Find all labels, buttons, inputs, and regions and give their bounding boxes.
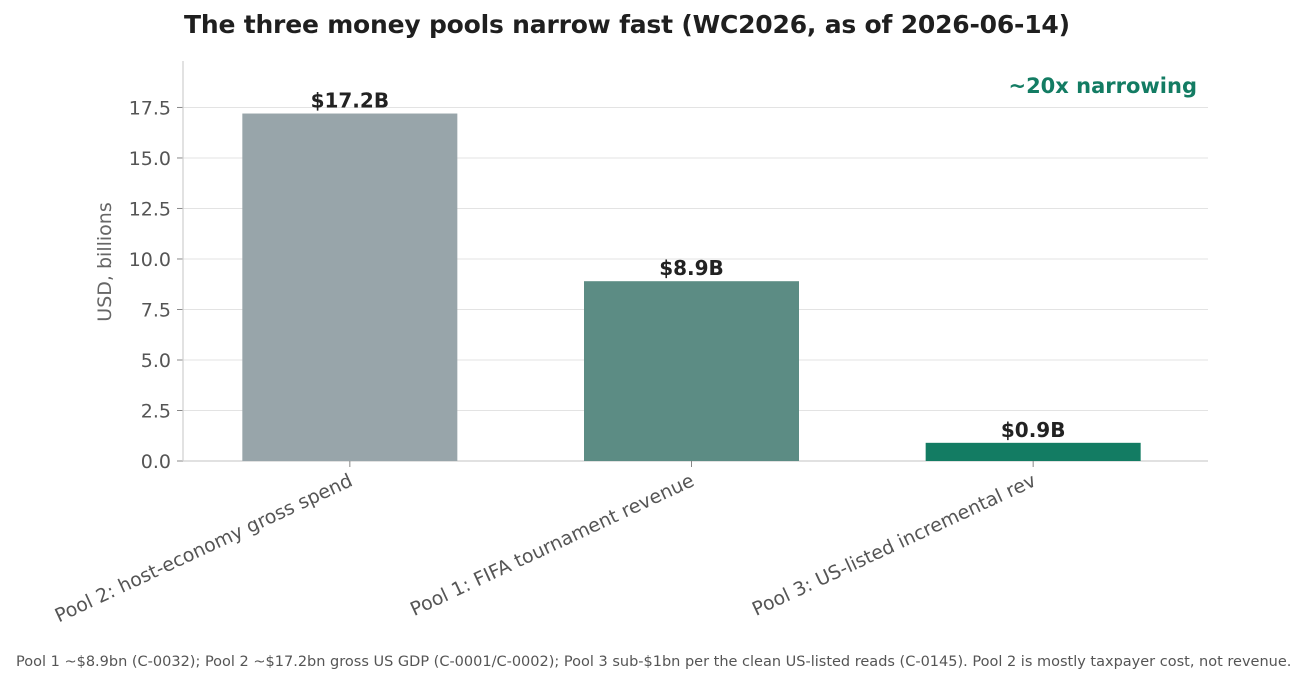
y-tick-label: 17.5 (129, 97, 171, 119)
y-tick-label: 0.0 (141, 451, 171, 473)
y-tick-label: 10.0 (129, 249, 171, 271)
x-tick-label: Pool 1: FIFA tournament revenue (407, 470, 698, 621)
y-tick-label: 2.5 (141, 400, 171, 422)
bar (925, 442, 1141, 461)
bar (242, 113, 458, 461)
y-axis-label: USD, billions (94, 202, 116, 321)
footnote: Pool 1 ~$8.9bn (C-0032); Pool 2 ~$17.2bn… (16, 654, 1292, 670)
x-tick-label: Pool 2: host-economy gross spend (52, 470, 356, 628)
bar-value-label: $0.9B (1001, 418, 1066, 442)
y-tick-label: 15.0 (129, 148, 171, 170)
chart-title: The three money pools narrow fast (WC202… (184, 10, 1070, 39)
bars (242, 113, 1141, 461)
x-tick-label: Pool 3: US-listed incremental rev (749, 470, 1039, 621)
y-tick-label: 7.5 (141, 299, 171, 321)
bar-value-label: $8.9B (659, 256, 724, 280)
bar-value-label: $17.2B (311, 89, 390, 113)
labels: $17.2B Pool 2: host-economy gross spend $8… (52, 89, 1066, 628)
y-tick-label: 5.0 (141, 350, 171, 372)
axes: 0.0 2.5 5.0 7.5 10.0 12.5 15.0 17.5 USD, billion… (94, 61, 1208, 473)
narrowing-annotation: ~20x narrowing (1008, 74, 1197, 98)
y-tick-label: 12.5 (129, 198, 171, 220)
bar (584, 281, 799, 461)
